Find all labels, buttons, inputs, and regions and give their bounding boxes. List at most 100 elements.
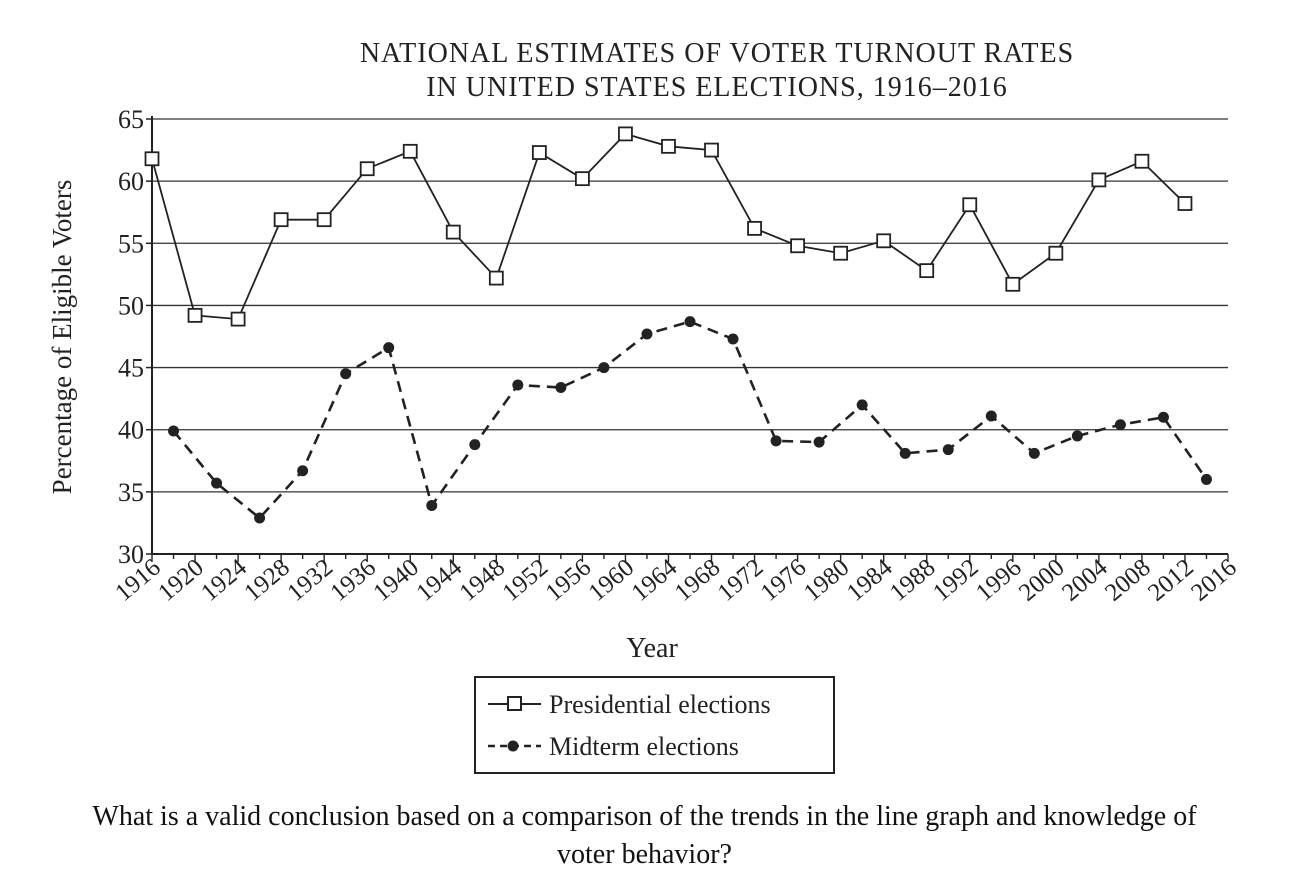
midterm-point-1918 bbox=[168, 425, 180, 437]
presidential-point-1924 bbox=[230, 311, 246, 327]
midterm-point-1930 bbox=[297, 465, 309, 477]
midterm-point-1954 bbox=[555, 381, 567, 393]
y-tick-label-30: 30 bbox=[118, 540, 144, 569]
x-tick-label-1996: 1996 bbox=[971, 554, 1027, 607]
presidential-point-1936 bbox=[359, 161, 375, 177]
legend-midterm-marker bbox=[507, 740, 519, 752]
presidential-point-1992 bbox=[962, 197, 978, 213]
x-tick-label-1972: 1972 bbox=[713, 554, 769, 607]
y-axis-ticks: 30 35 40 45 50 55 60 65 bbox=[118, 105, 152, 569]
midterm-point-1938 bbox=[383, 342, 395, 354]
presidential-point-1976 bbox=[790, 238, 805, 254]
midterm-point-1978 bbox=[813, 436, 825, 448]
presidential-point-1988 bbox=[919, 263, 935, 279]
midterm-point-2010 bbox=[1157, 411, 1169, 423]
midterm-point-1982 bbox=[856, 399, 868, 411]
y-axis-label: Percentage of Eligible Voters bbox=[47, 180, 77, 495]
y-tick-label-40: 40 bbox=[118, 416, 144, 445]
x-tick-label-1940: 1940 bbox=[368, 554, 424, 607]
presidential-line bbox=[151, 132, 1186, 321]
midterm-point-2002 bbox=[1071, 430, 1083, 442]
y-tick-label-45: 45 bbox=[118, 354, 144, 383]
presidential-point-1944 bbox=[445, 224, 461, 240]
x-tick-label-1928: 1928 bbox=[239, 554, 295, 607]
legend: Presidential elections Midterm elections bbox=[474, 676, 835, 774]
voter-turnout-chart: NATIONAL ESTIMATES OF VOTER TURNOUT RATE… bbox=[47, 38, 1242, 774]
x-tick-label-2008: 2008 bbox=[1100, 554, 1156, 607]
midterm-point-1990 bbox=[942, 444, 954, 456]
chart-title-line-2: IN UNITED STATES ELECTIONS, 1916–2016 bbox=[426, 72, 1008, 103]
presidential-point-1972 bbox=[747, 220, 762, 236]
x-tick-label-1948: 1948 bbox=[455, 554, 511, 607]
chart-title-line-1: NATIONAL ESTIMATES OF VOTER TURNOUT RATE… bbox=[360, 38, 1074, 69]
x-tick-label-1984: 1984 bbox=[842, 554, 898, 607]
presidential-point-1916 bbox=[144, 151, 160, 167]
x-tick-label-1980: 1980 bbox=[799, 554, 855, 607]
y-tick-label-35: 35 bbox=[118, 478, 144, 507]
x-tick-label-1964: 1964 bbox=[627, 554, 683, 607]
midterm-point-1958 bbox=[598, 362, 610, 374]
presidential-point-1980 bbox=[833, 245, 849, 261]
midterm-point-2006 bbox=[1114, 419, 1126, 431]
x-tick-label-2000: 2000 bbox=[1014, 554, 1070, 607]
midterm-point-1966 bbox=[684, 316, 696, 328]
series-midterm bbox=[168, 316, 1212, 524]
presidential-point-1996 bbox=[1005, 276, 1021, 292]
legend-presidential-marker bbox=[507, 696, 522, 711]
x-tick-label-2004: 2004 bbox=[1057, 554, 1113, 607]
presidential-point-1920 bbox=[187, 307, 203, 323]
presidential-point-1964 bbox=[661, 138, 676, 154]
x-tick-label-1992: 1992 bbox=[928, 554, 984, 607]
x-tick-label-1956: 1956 bbox=[541, 554, 597, 607]
presidential-point-2008 bbox=[1134, 153, 1150, 169]
midterm-line bbox=[172, 320, 1208, 520]
x-tick-label-1924: 1924 bbox=[196, 554, 252, 607]
series bbox=[144, 126, 1212, 524]
y-tick-label-65: 65 bbox=[118, 105, 144, 134]
midterm-point-2014 bbox=[1200, 473, 1212, 485]
x-tick-label-1932: 1932 bbox=[282, 554, 338, 607]
midterm-point-1922 bbox=[211, 477, 223, 489]
question-line-2: voter behavior? bbox=[557, 839, 732, 870]
midterm-point-1970 bbox=[727, 333, 739, 345]
x-axis-label: Year bbox=[626, 633, 678, 664]
x-tick-label-2012: 2012 bbox=[1143, 554, 1199, 607]
presidential-point-1952 bbox=[531, 145, 547, 160]
presidential-point-1960 bbox=[618, 126, 633, 142]
midterm-point-1950 bbox=[512, 379, 524, 391]
midterm-point-1942 bbox=[426, 500, 438, 512]
x-tick-label-1988: 1988 bbox=[885, 554, 941, 607]
presidential-point-2012 bbox=[1177, 196, 1193, 211]
presidential-point-1948 bbox=[488, 270, 504, 286]
legend-presidential-label: Presidential elections bbox=[549, 690, 771, 719]
x-tick-label-1968: 1968 bbox=[670, 554, 726, 607]
x-tick-label-1936: 1936 bbox=[325, 554, 381, 607]
series-presidential bbox=[144, 126, 1193, 327]
gridlines bbox=[152, 118, 1228, 493]
presidential-point-2004 bbox=[1091, 172, 1107, 188]
legend-midterm-label: Midterm elections bbox=[549, 732, 739, 761]
x-tick-label-2016: 2016 bbox=[1186, 554, 1242, 607]
midterm-point-1946 bbox=[469, 439, 481, 451]
legend-box bbox=[474, 676, 835, 774]
midterm-point-1926 bbox=[254, 512, 266, 524]
midterm-point-1998 bbox=[1028, 447, 1040, 459]
midterm-point-1974 bbox=[770, 435, 782, 447]
x-tick-label-1920: 1920 bbox=[153, 554, 209, 607]
y-tick-label-50: 50 bbox=[118, 291, 144, 320]
midterm-point-1962 bbox=[641, 328, 653, 340]
presidential-point-1956 bbox=[575, 171, 590, 187]
question-text: What is a valid conclusion based on a co… bbox=[0, 798, 1289, 874]
midterm-point-1934 bbox=[340, 368, 352, 380]
question-line-1: What is a valid conclusion based on a co… bbox=[92, 801, 1197, 832]
x-axis-ticks: 1916192019241928193219361940194419481952… bbox=[110, 554, 1242, 607]
y-tick-label-60: 60 bbox=[118, 167, 144, 196]
chart-title: NATIONAL ESTIMATES OF VOTER TURNOUT RATE… bbox=[360, 38, 1074, 103]
presidential-point-1984 bbox=[876, 233, 892, 249]
presidential-point-1940 bbox=[402, 143, 418, 159]
x-tick-label-1976: 1976 bbox=[756, 554, 812, 607]
presidential-point-1932 bbox=[316, 212, 332, 228]
presidential-point-1968 bbox=[704, 142, 719, 158]
x-tick-label-1952: 1952 bbox=[498, 554, 554, 607]
midterm-point-1986 bbox=[899, 447, 911, 459]
